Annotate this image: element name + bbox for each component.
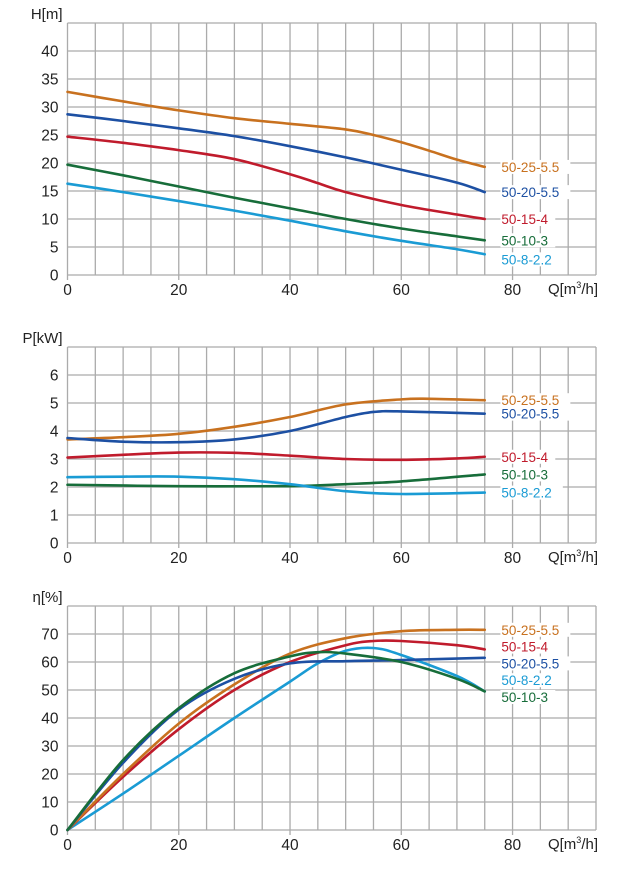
x-tick-label: 60	[393, 550, 411, 567]
x-tick-label: 0	[63, 837, 72, 854]
series-label-text: 50-10-3	[501, 690, 548, 705]
curves	[66, 628, 487, 832]
x-tick-label: 20	[170, 837, 188, 854]
curve-50-25-5.5	[66, 628, 487, 832]
series-label-text: 50-8-2.2	[501, 673, 551, 688]
x-tick-label: 80	[504, 282, 522, 299]
curve-50-8-2.2	[66, 475, 487, 496]
series-label: 50-8-2.2	[500, 485, 563, 501]
x-tick-label: 40	[281, 550, 299, 567]
y-tick-label: 0	[50, 268, 59, 285]
y-tick-label: 40	[41, 711, 59, 728]
y-tick-label: 0	[50, 536, 59, 553]
y-tick-label: 60	[41, 655, 59, 672]
y-tick-label: 10	[41, 212, 59, 229]
series-label-text: 50-15-4	[501, 450, 548, 465]
series-label-text: 50-10-3	[501, 467, 548, 482]
y-tick-label: 20	[41, 156, 59, 173]
y-tick-label: 50	[41, 683, 59, 700]
series-label-text: 50-15-4	[501, 212, 548, 227]
curve-50-15-4	[66, 639, 487, 832]
x-tick-label: 80	[504, 550, 522, 567]
series-label-text: 50-10-3	[501, 233, 548, 248]
curve-50-20-5.5	[66, 112, 487, 194]
x-tick-label: 80	[504, 837, 522, 854]
curves	[66, 90, 487, 256]
y-tick-label: 40	[41, 44, 59, 61]
series-label: 50-8-2.2	[500, 252, 563, 267]
series-label: 50-25-5.5	[500, 393, 571, 408]
series-label: 50-15-4	[500, 449, 556, 465]
curve-50-10-3	[66, 650, 487, 832]
x-tick-label: 0	[63, 282, 72, 299]
y-tick-label: 4	[50, 424, 59, 441]
y-tick-label: 20	[41, 767, 59, 784]
x-axis-title: Q[m3/h]	[548, 280, 598, 298]
series-label-text: 50-25-5.5	[501, 393, 559, 408]
y-axis-title: η[%]	[32, 589, 62, 606]
curve-50-15-4	[66, 451, 487, 462]
series-label-text: 50-25-5.5	[501, 160, 559, 175]
x-axis-title: Q[m3/h]	[548, 835, 598, 853]
y-tick-label: 1	[50, 508, 59, 525]
y-tick-label: 35	[41, 72, 58, 89]
series-label-text: 50-8-2.2	[501, 486, 551, 501]
curve-50-10-3	[66, 163, 487, 242]
y-tick-label: 15	[41, 184, 58, 201]
x-tick-label: 40	[281, 837, 299, 854]
y-tick-label: 3	[50, 452, 59, 469]
y-tick-label: 5	[50, 396, 59, 413]
y-tick-label: 6	[50, 368, 59, 385]
y-tick-label: 0	[50, 823, 59, 840]
x-axis-title: Q[m3/h]	[548, 548, 598, 566]
y-axis-title: P[kW]	[23, 330, 63, 347]
series-label: 50-25-5.5	[500, 159, 571, 175]
curve-50-25-5.5	[66, 397, 487, 441]
efficiency-chart: 0 10 20 30 40 50 60 70 0 20 40 60 80 η[%] Q[m3/h] 50-25…	[32, 589, 598, 854]
x-tick-label: 0	[63, 550, 72, 567]
x-tick-label: 40	[281, 282, 299, 299]
series-label: 50-8-2.2	[500, 673, 563, 688]
x-tick-label: 20	[170, 550, 188, 567]
series-label: 50-10-3	[500, 690, 556, 705]
curve-50-20-5.5	[66, 656, 487, 832]
y-tick-label: 25	[41, 128, 58, 145]
curve-50-25-5.5	[66, 90, 487, 169]
series-label: 50-15-4	[500, 212, 556, 227]
grid	[66, 346, 597, 548]
series-label: 50-15-4	[500, 639, 556, 655]
y-tick-label: 70	[41, 627, 59, 644]
series-label-text: 50-20-5.5	[501, 407, 559, 422]
y-axis-title: H[m]	[31, 6, 63, 23]
curves	[66, 397, 487, 496]
curve-50-20-5.5	[66, 409, 487, 444]
series-label-text: 50-15-4	[501, 640, 548, 655]
y-tick-label: 30	[41, 100, 59, 117]
series-label: 50-20-5.5	[500, 406, 571, 422]
x-tick-label: 60	[393, 282, 411, 299]
series-label-text: 50-20-5.5	[501, 656, 559, 671]
x-tick-label: 20	[170, 282, 188, 299]
y-tick-label: 2	[50, 480, 59, 497]
series-label: 50-10-3	[500, 233, 556, 248]
series-label: 50-20-5.5	[500, 656, 571, 671]
curve-50-8-2.2	[66, 646, 487, 832]
series-label-text: 50-25-5.5	[501, 623, 559, 638]
curve-50-15-4	[66, 135, 487, 221]
series-label: 50-25-5.5	[500, 622, 571, 638]
series-label: 50-20-5.5	[500, 185, 571, 200]
y-tick-label: 10	[41, 795, 59, 812]
y-tick-label: 5	[50, 240, 59, 257]
y-tick-label: 30	[41, 739, 59, 756]
series-label-text: 50-20-5.5	[501, 185, 559, 200]
series-label: 50-10-3	[500, 467, 556, 482]
curve-50-8-2.2	[66, 182, 487, 256]
head-chart: 0 5 10 15 20 25 30 35 40 0 20 40 60 80 H[m] Q[m3/h] 50-2…	[31, 6, 598, 299]
series-label-text: 50-8-2.2	[501, 252, 551, 267]
x-tick-label: 60	[393, 837, 411, 854]
